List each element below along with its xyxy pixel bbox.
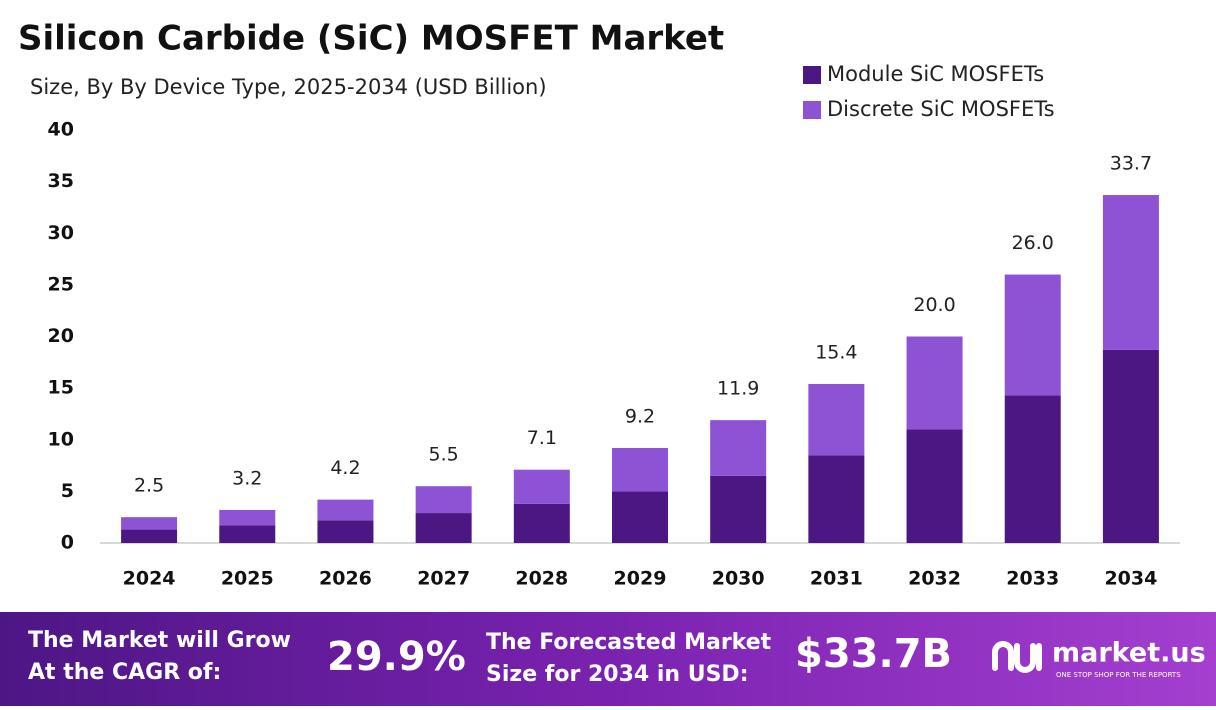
chart-title: Silicon Carbide (SiC) MOSFET Market: [18, 19, 724, 59]
bar-segment: [612, 448, 668, 492]
footer-text: Size for 2034 in USD:: [486, 662, 749, 687]
total-label: 15.4: [815, 341, 857, 363]
footer-text: The Forecasted Market: [486, 630, 772, 655]
total-label: 26.0: [1012, 232, 1054, 254]
x-tick-label: 2025: [221, 568, 274, 590]
x-tick-label: 2029: [614, 568, 667, 590]
legend-swatch: [803, 101, 821, 119]
bar-segment: [219, 509, 276, 526]
x-tick-label: 2031: [810, 568, 863, 590]
cagr-value: 29.9%: [327, 634, 466, 680]
chart-subtitle: Size, By By Device Type, 2025-2034 (USD …: [30, 75, 547, 99]
brand-logo: [992, 641, 1042, 673]
bar-segment: [710, 475, 767, 543]
tagline: ONE STOP SHOP FOR THE REPORTS: [1056, 671, 1181, 679]
total-label: 7.1: [527, 427, 557, 449]
x-tick-label: 2028: [515, 568, 568, 590]
bar-segment: [808, 383, 865, 456]
y-tick-label: 20: [48, 325, 74, 347]
bar-segment: [1004, 395, 1061, 543]
bar-segment: [513, 503, 570, 543]
bar-segment: [1102, 349, 1159, 543]
bar-segment: [415, 513, 472, 543]
x-tick-label: 2027: [417, 568, 470, 590]
bar-segment: [219, 525, 276, 543]
y-tick-label: 30: [48, 222, 74, 244]
forecast-value: $33.7B: [795, 631, 952, 677]
bar-segment: [612, 491, 668, 543]
y-tick-label: 35: [48, 170, 74, 192]
y-tick-label: 0: [61, 532, 74, 554]
y-tick-label: 40: [48, 119, 74, 141]
legend-swatch: [803, 66, 821, 84]
x-tick-label: 2033: [1006, 568, 1059, 590]
x-tick-label: 2032: [908, 568, 961, 590]
brand: market.us: [1052, 638, 1206, 669]
total-label: 20.0: [913, 294, 955, 316]
bar-segment: [710, 420, 767, 476]
total-label: 3.2: [232, 467, 262, 489]
bar-segment: [415, 486, 472, 514]
bar-segment: [808, 455, 865, 543]
x-tick-label: 2034: [1104, 568, 1157, 590]
bar-segment: [121, 529, 178, 543]
bar-segment: [906, 336, 963, 430]
total-label: 11.9: [717, 378, 759, 400]
y-tick-label: 25: [48, 273, 74, 295]
bar-segment: [317, 499, 374, 521]
legend-label: Discrete SiC MOSFETs: [827, 97, 1055, 121]
x-tick-label: 2030: [712, 568, 765, 590]
total-label: 4.2: [330, 457, 360, 479]
total-label: 33.7: [1110, 153, 1152, 175]
x-tick-label: 2024: [123, 568, 176, 590]
y-tick-label: 15: [48, 377, 74, 399]
bar-segment: [121, 517, 178, 530]
y-tick-label: 10: [48, 428, 74, 450]
legend-label: Module SiC MOSFETs: [827, 62, 1044, 86]
x-tick-label: 2026: [319, 568, 372, 590]
footer-text: The Market will Grow: [28, 628, 291, 653]
bar-segment: [513, 469, 570, 504]
total-label: 5.5: [429, 444, 459, 466]
y-tick-label: 5: [61, 480, 74, 502]
bar-segment: [317, 520, 374, 543]
bar-segment: [906, 429, 963, 543]
footer-text: At the CAGR of:: [28, 660, 221, 685]
total-label: 9.2: [625, 406, 655, 428]
total-label: 2.5: [134, 475, 164, 497]
bar-segment: [1004, 274, 1061, 396]
bar-segment: [1102, 195, 1159, 350]
